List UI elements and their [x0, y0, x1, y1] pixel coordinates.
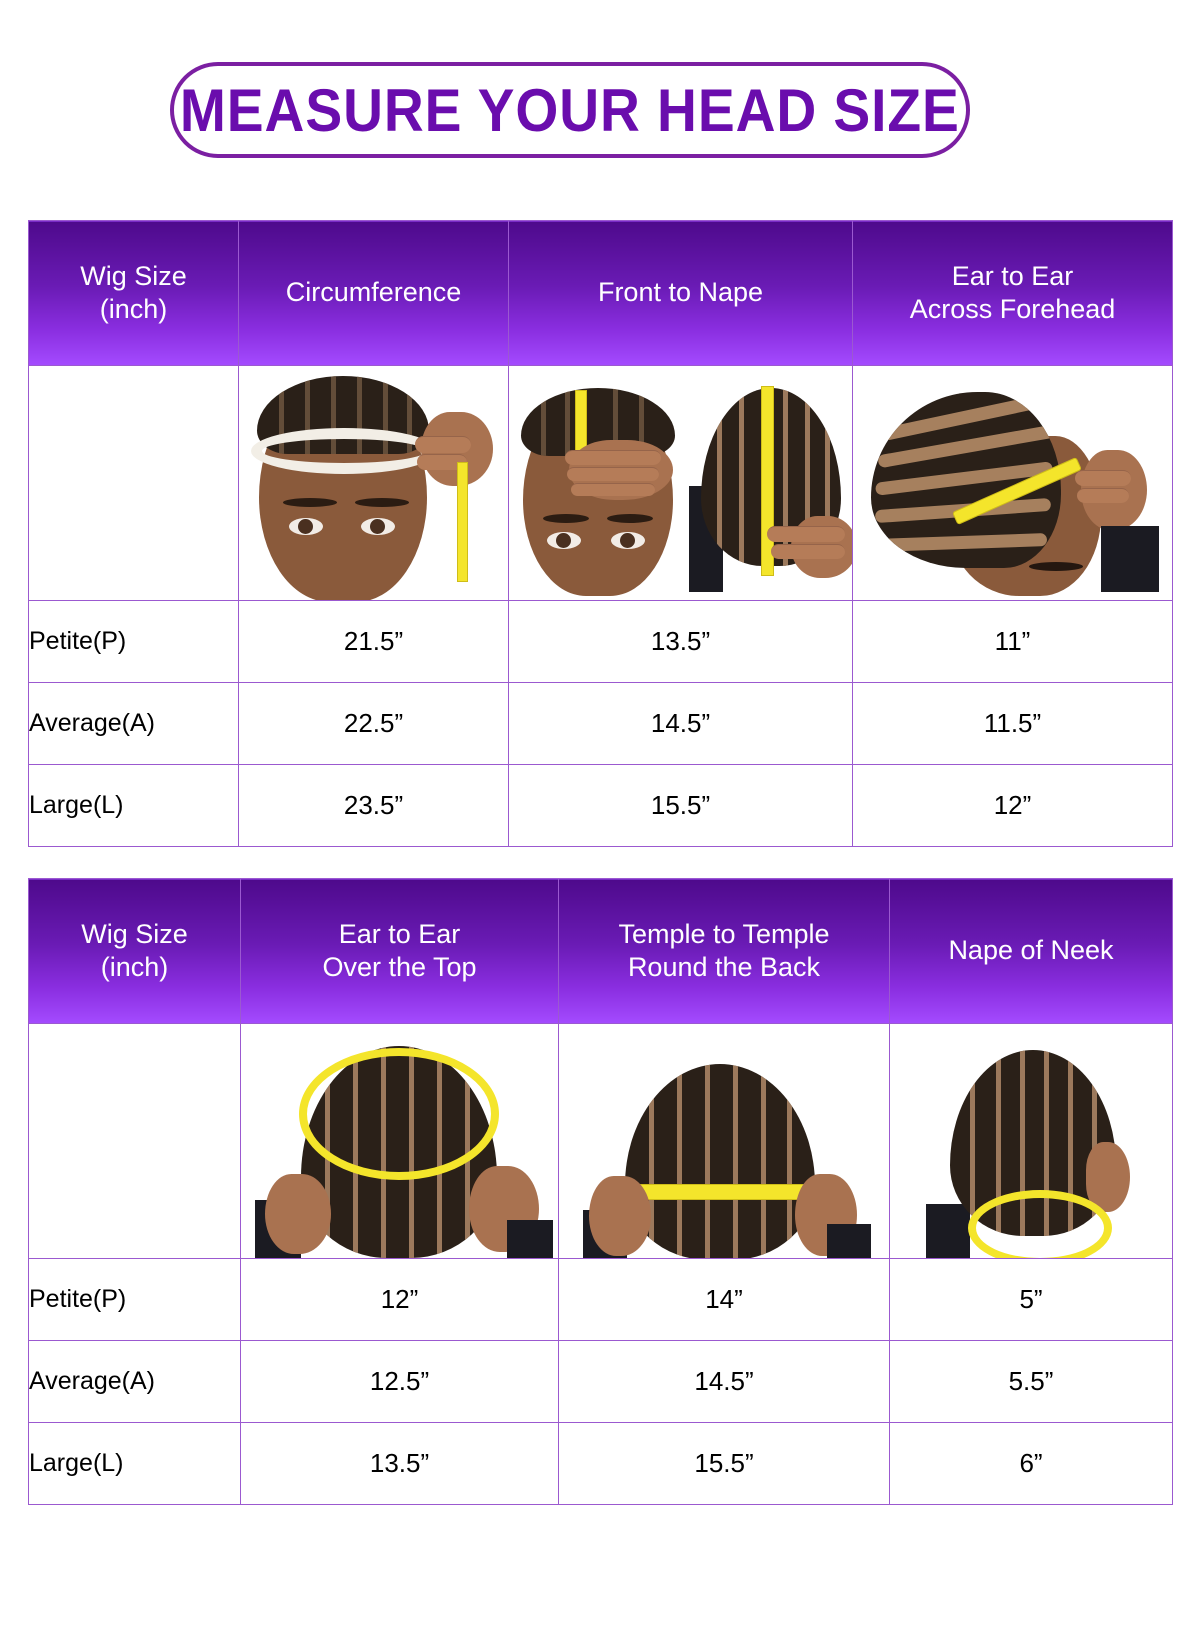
table-row: Average(A) 12.5” 14.5” 5.5”	[28, 1340, 1173, 1423]
size-table-back: Wig Size (inch) Ear to Ear Over the Top …	[28, 878, 1173, 1505]
cell-large-nape-of-neck: 6”	[889, 1422, 1173, 1505]
photo-circumference	[238, 365, 509, 601]
yellow-tape-over-top	[299, 1048, 499, 1180]
white-tape-band	[251, 428, 437, 474]
cell-petite-circumference: 21.5”	[238, 600, 509, 683]
cell-average-ear-to-ear-over-top: 12.5”	[240, 1340, 559, 1423]
photo-temple-to-temple-round-back	[558, 1023, 890, 1259]
cell-average-ear-to-ear-forehead: 11.5”	[852, 682, 1173, 765]
table-row: Petite(P) 12” 14” 5”	[28, 1258, 1173, 1341]
table-row: Large(L) 23.5” 15.5” 12”	[28, 764, 1173, 847]
table-row: Large(L) 13.5” 15.5” 6”	[28, 1422, 1173, 1505]
header-nape-of-neck: Nape of Neek	[889, 878, 1173, 1024]
table-row: Average(A) 22.5” 14.5” 11.5”	[28, 682, 1173, 765]
photo-ear-to-ear-across-forehead	[852, 365, 1173, 601]
cell-average-front-to-nape: 14.5”	[508, 682, 853, 765]
cell-petite-temple-to-temple: 14”	[558, 1258, 890, 1341]
cell-large-ear-to-ear-forehead: 12”	[852, 764, 1173, 847]
photo-ear-to-ear-over-top	[240, 1023, 559, 1259]
cell-average-circumference: 22.5”	[238, 682, 509, 765]
cell-average-temple-to-temple: 14.5”	[558, 1340, 890, 1423]
cell-average-nape-of-neck: 5.5”	[889, 1340, 1173, 1423]
page-title: MEASURE YOUR HEAD SIZE	[180, 76, 960, 144]
size-table-front: Wig Size (inch) Circumference Front to N…	[28, 220, 1173, 847]
table-header-row: Wig Size (inch) Circumference Front to N…	[28, 220, 1173, 366]
photo-front-to-nape	[508, 365, 853, 601]
cell-petite-nape-of-neck: 5”	[889, 1258, 1173, 1341]
header-temple-to-temple: Temple to Temple Round the Back	[558, 878, 890, 1024]
cell-petite-front-to-nape: 13.5”	[508, 600, 853, 683]
cell-petite-ear-to-ear-forehead: 11”	[852, 600, 1173, 683]
header-wig-size-2: Wig Size (inch)	[28, 878, 241, 1024]
cell-petite-ear-to-ear-over-top: 12”	[240, 1258, 559, 1341]
cell-large-ear-to-ear-over-top: 13.5”	[240, 1422, 559, 1505]
table-row: Petite(P) 21.5” 13.5” 11”	[28, 600, 1173, 683]
row-label-petite: Petite(P)	[28, 600, 239, 683]
header-front-to-nape: Front to Nape	[508, 220, 853, 366]
row-label-average-2: Average(A)	[28, 1340, 241, 1423]
page-title-pill: MEASURE YOUR HEAD SIZE	[170, 62, 970, 158]
illustration-cell-empty	[28, 365, 239, 601]
table-header-row: Wig Size (inch) Ear to Ear Over the Top …	[28, 878, 1173, 1024]
yellow-tape-round-back	[621, 1184, 821, 1200]
cell-large-circumference: 23.5”	[238, 764, 509, 847]
row-label-large-2: Large(L)	[28, 1422, 241, 1505]
header-wig-size: Wig Size (inch)	[28, 220, 239, 366]
cell-large-temple-to-temple: 15.5”	[558, 1422, 890, 1505]
header-circumference: Circumference	[238, 220, 509, 366]
row-label-large: Large(L)	[28, 764, 239, 847]
photo-nape-of-neck	[889, 1023, 1173, 1259]
header-ear-to-ear-over-top: Ear to Ear Over the Top	[240, 878, 559, 1024]
header-ear-to-ear-across-forehead: Ear to Ear Across Forehead	[852, 220, 1173, 366]
row-label-petite-2: Petite(P)	[28, 1258, 241, 1341]
illustration-cell-empty-2	[28, 1023, 241, 1259]
cell-large-front-to-nape: 15.5”	[508, 764, 853, 847]
row-label-average: Average(A)	[28, 682, 239, 765]
illustration-row	[28, 365, 1173, 601]
yellow-tape-nape	[968, 1190, 1112, 1258]
illustration-row	[28, 1023, 1173, 1259]
tape-measure-strip	[457, 462, 468, 582]
